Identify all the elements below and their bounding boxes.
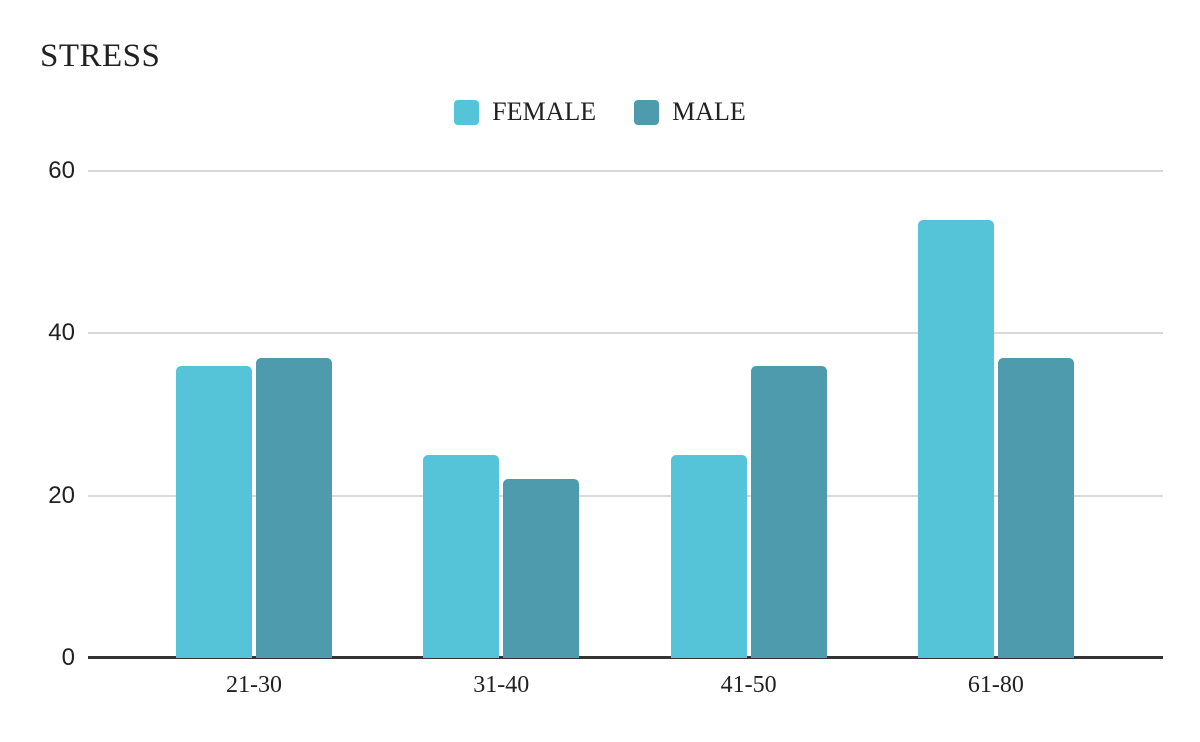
y-axis-tick-label: 0 [61,644,75,671]
chart-title: STRESS [40,38,161,74]
legend-label: FEMALE [492,97,597,126]
bar-female-61-80 [917,219,994,658]
x-axis-line [88,656,1163,659]
legend-label: MALE [672,97,746,126]
bar-female-41-50 [670,455,747,658]
legend: FEMALE MALE [0,99,1200,125]
x-axis-category-label: 61-80 [967,672,1024,698]
x-axis-category-label: 41-50 [720,672,777,698]
x-axis-category-label: 21-30 [226,672,282,698]
bar-female-31-40 [423,455,500,658]
bar-female-21-30 [176,365,252,658]
bar-male-21-30 [256,357,332,658]
y-axis-tick-label: 40 [48,319,75,347]
gridline-60 [88,170,1163,172]
bar-male-31-40 [503,479,580,658]
legend-swatch-icon [634,99,660,125]
bar-male-61-80 [997,357,1074,658]
legend-item-male: MALE [634,99,746,125]
gridline-20 [88,494,1163,497]
gridline-40 [88,332,1163,335]
x-axis-category-label: 31-40 [473,672,530,698]
legend-swatch-icon [454,99,480,125]
y-axis-tick-label: 60 [48,157,75,184]
plot-area [88,170,1163,659]
legend-item-female: FEMALE [454,99,596,125]
bar-male-41-50 [750,365,827,658]
y-axis-tick-label: 20 [48,481,75,509]
